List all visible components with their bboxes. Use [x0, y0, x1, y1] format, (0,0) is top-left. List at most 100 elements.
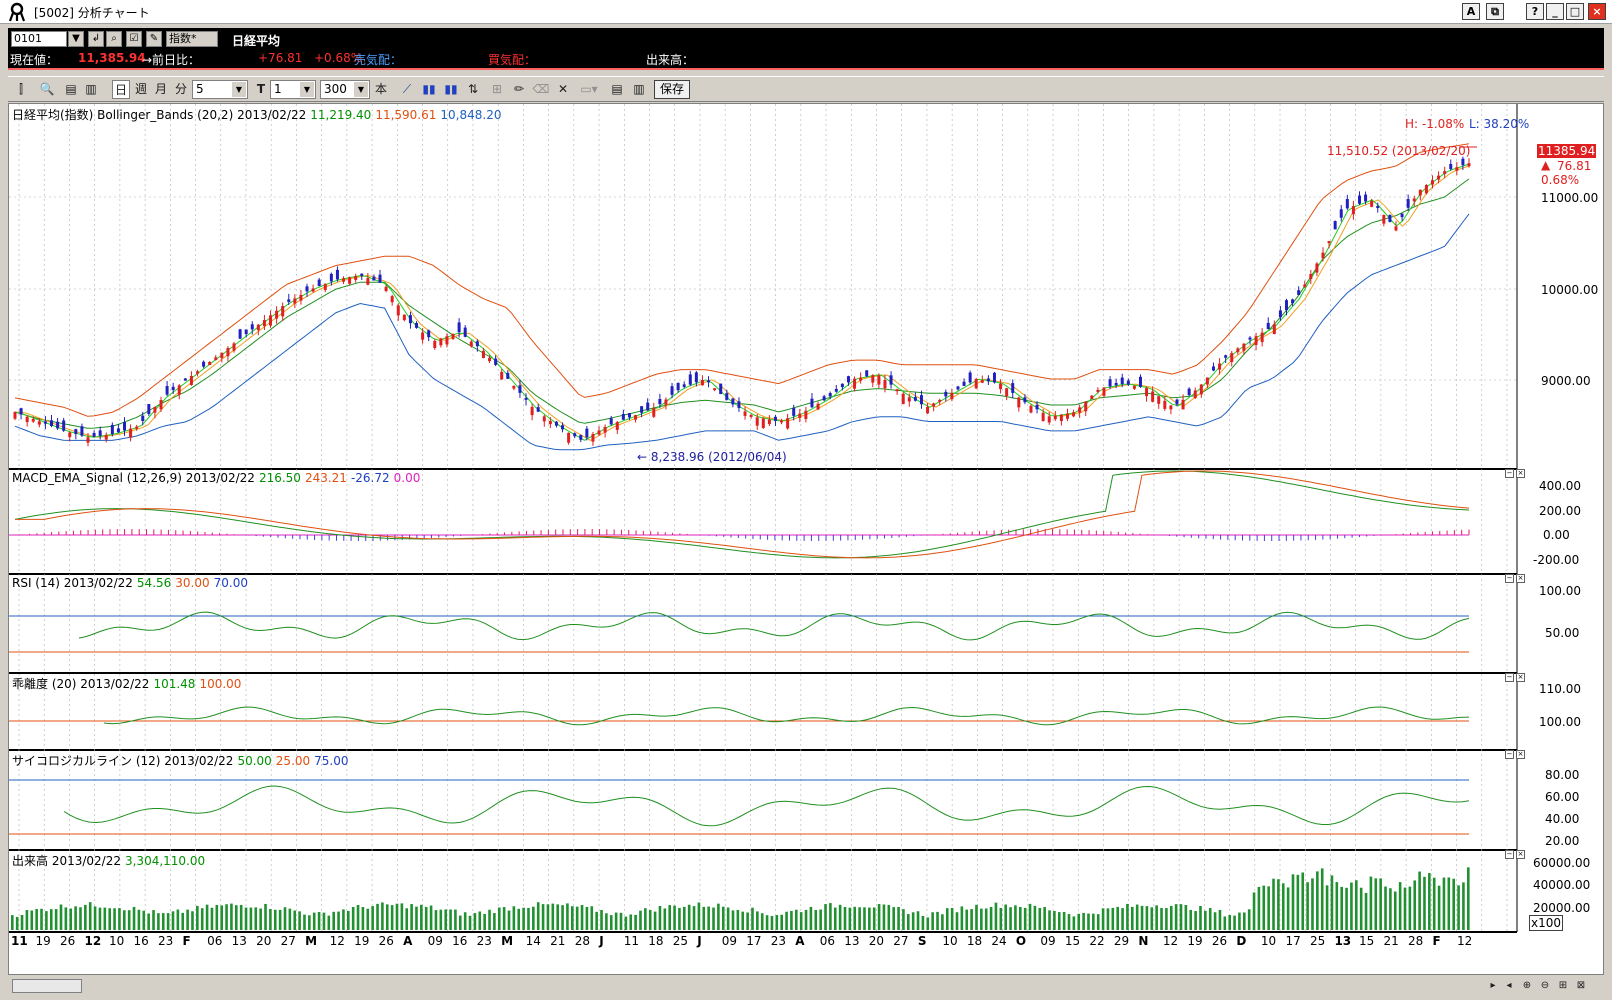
sort-icon[interactable]: ⇅: [467, 82, 479, 96]
volume-close-icon[interactable]: ×: [1516, 850, 1525, 859]
candle-body: [104, 434, 108, 440]
register-icon[interactable]: ☑: [126, 31, 142, 47]
rsi-close-icon[interactable]: ×: [1516, 574, 1525, 583]
volume-bar: [264, 903, 267, 930]
volume-minimize-icon[interactable]: −: [1505, 850, 1514, 859]
macd-ytick: -200.00: [1533, 553, 1580, 567]
trendline-icon[interactable]: ⟋: [402, 82, 412, 96]
period-month-button[interactable]: 月: [154, 82, 167, 96]
zoom-icon[interactable]: 🔍: [39, 82, 55, 96]
grid-icon[interactable]: ⊞: [491, 82, 503, 96]
volume-bar: [1155, 905, 1158, 930]
x-axis-label: 15: [1358, 934, 1375, 948]
reset-icon[interactable]: ⊠: [1576, 980, 1586, 991]
maximize-button[interactable]: □: [1566, 3, 1584, 20]
candle-body: [682, 384, 686, 387]
volume-bar: [1101, 908, 1105, 930]
candlestick-icon[interactable]: ⫿: [19, 82, 23, 96]
macd-close-icon[interactable]: ×: [1516, 469, 1525, 478]
layout-icon[interactable]: ▭▾: [580, 82, 598, 96]
indicator-icon[interactable]: ▮▮: [444, 82, 458, 96]
candle-body: [688, 374, 692, 385]
volume-bar: [1048, 910, 1051, 930]
paste-icon[interactable]: ▥: [85, 82, 97, 96]
candle-body: [950, 392, 954, 400]
kairi-minimize-icon[interactable]: −: [1505, 673, 1514, 682]
volume-panel-title: 出来高 2013/02/22 3,304,110.00: [12, 852, 209, 869]
x-axis-label: 12: [1162, 934, 1179, 948]
window-copy-icon[interactable]: ▤: [611, 82, 623, 96]
save-button[interactable]: 保存: [654, 80, 691, 99]
scroll-left-icon[interactable]: ◂: [1506, 980, 1512, 991]
volume-bar: [634, 914, 637, 930]
chart-area[interactable]: 日経平均(指数) Bollinger_Bands (20,2) 2013/02/…: [8, 103, 1604, 975]
edit-icon[interactable]: ✎: [146, 31, 162, 47]
delete-icon[interactable]: ✕: [557, 82, 569, 96]
horizontal-scrollbar[interactable]: [12, 979, 82, 993]
count-select[interactable]: 300 ▼: [320, 80, 370, 99]
x-axis-label: A: [795, 934, 805, 948]
candle-body: [293, 298, 297, 304]
volume-bar: [1106, 908, 1110, 930]
rsi-minimize-icon[interactable]: −: [1505, 574, 1514, 583]
kairi-close-icon[interactable]: ×: [1516, 673, 1525, 682]
volume-bar: [546, 904, 550, 930]
candle-body: [147, 403, 151, 415]
volume-bar: [225, 904, 228, 930]
volume-ytick: 40000.00: [1533, 878, 1591, 892]
candle-body: [737, 401, 741, 408]
candle-body: [986, 378, 990, 382]
code-input[interactable]: 0101: [11, 31, 67, 47]
current-price-label: 現在値：: [10, 53, 59, 67]
copy-window-button[interactable]: ⧉: [1486, 3, 1504, 20]
fit-icon[interactable]: ⊞: [1558, 980, 1568, 991]
candle-body: [1199, 384, 1203, 395]
export-icon[interactable]: ▥: [633, 82, 645, 96]
copy-icon[interactable]: ▤: [65, 82, 77, 96]
volume-bar: [157, 913, 160, 930]
index-select[interactable]: 指数*: [166, 31, 218, 47]
zoom-in-icon[interactable]: ⊕: [1522, 980, 1532, 991]
minutes-select[interactable]: 5 ▼: [192, 80, 248, 99]
candle-body: [384, 286, 388, 292]
eraser-icon[interactable]: ⌫: [532, 82, 550, 96]
enter-icon[interactable]: ↲: [88, 31, 104, 47]
volume-bar: [1340, 886, 1343, 930]
candle-body: [31, 419, 35, 422]
candle-body: [37, 421, 41, 425]
t-select[interactable]: 1 ▼: [270, 80, 316, 99]
macd-minimize-icon[interactable]: −: [1505, 469, 1514, 478]
font-size-button[interactable]: A: [1462, 3, 1480, 20]
period-minute-button[interactable]: 分: [174, 82, 187, 96]
help-button[interactable]: ?: [1526, 3, 1544, 20]
volume-bar: [814, 910, 818, 930]
candle-body: [475, 341, 479, 347]
chart-canvas[interactable]: [9, 104, 1605, 976]
candle-body: [980, 380, 984, 383]
period-day-button[interactable]: 日: [112, 80, 130, 99]
psycho-minimize-icon[interactable]: −: [1505, 750, 1514, 759]
volume-bar: [273, 909, 277, 930]
search-icon[interactable]: ⌕: [106, 31, 122, 47]
bar-chart-icon[interactable]: ▮▮: [422, 82, 436, 96]
candle-body: [646, 402, 650, 411]
main-title-text: 日経平均(指数) Bollinger_Bands (20,2) 2013/02/…: [12, 108, 307, 122]
volume-bar: [1262, 885, 1266, 930]
psycho-close-icon[interactable]: ×: [1516, 750, 1525, 759]
volume-bar: [795, 909, 798, 930]
volume-bar: [721, 906, 725, 930]
pencil-icon[interactable]: ✏: [513, 82, 525, 96]
candle-body: [548, 421, 552, 425]
volume-bar: [132, 906, 136, 930]
volume-bar: [493, 913, 496, 930]
high-pct-label: H: -1.08%: [1405, 117, 1465, 131]
text-tool-button[interactable]: T: [256, 82, 266, 96]
close-button[interactable]: ×: [1588, 3, 1606, 20]
period-week-button[interactable]: 週: [134, 82, 147, 96]
zoom-out-icon[interactable]: ⊖: [1540, 980, 1550, 991]
code-dropdown-icon[interactable]: ▼: [68, 31, 84, 47]
scroll-right-icon[interactable]: ▸: [1490, 980, 1496, 991]
candle-body: [761, 418, 765, 428]
candle-body: [767, 419, 771, 425]
minimize-button[interactable]: _: [1546, 3, 1564, 20]
